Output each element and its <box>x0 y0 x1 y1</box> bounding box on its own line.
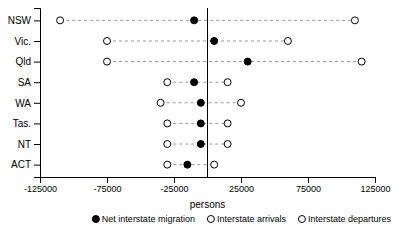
x-tick-mark <box>107 177 108 183</box>
x-tick-mark <box>174 177 175 183</box>
x-tick: -75000 <box>93 177 121 194</box>
legend-marker <box>207 216 214 223</box>
plot: -125000 -75000 -25000 25000 75000 125000 NSW Vi… <box>8 8 391 210</box>
y-tick-mark <box>34 103 40 104</box>
x-tick-label: -125000 <box>24 184 57 194</box>
y-tick: WA <box>15 98 40 109</box>
y-tick-label: SA <box>18 77 32 88</box>
y-tick-mark <box>34 144 40 145</box>
x-axis-title: persons <box>190 199 226 210</box>
y-tick: ACT <box>11 159 40 170</box>
legend: Net interstate migration Interstate arriv… <box>92 214 391 224</box>
y-tick-mark <box>34 82 40 83</box>
dot <box>164 141 171 148</box>
dot <box>211 37 218 44</box>
y-tick: NSW <box>8 15 40 26</box>
legend-item: Interstate arrivals <box>207 214 286 224</box>
series <box>184 17 251 168</box>
dot <box>164 161 171 168</box>
dot <box>284 37 291 44</box>
range-line <box>107 61 362 62</box>
y-tick: SA <box>18 77 40 88</box>
y-tick-mark <box>34 41 40 42</box>
dot <box>157 99 164 106</box>
y-tick: Vic. <box>15 36 41 47</box>
dot <box>224 141 231 148</box>
y-tick-label: NSW <box>8 15 32 26</box>
y-tick: NT <box>18 139 40 150</box>
y-tick-label: Vic. <box>15 36 32 47</box>
dot <box>191 79 198 86</box>
dot <box>57 17 64 24</box>
x-tick-label: -75000 <box>93 184 121 194</box>
legend-marker <box>92 216 99 223</box>
x-tick-label: 75000 <box>296 184 321 194</box>
series <box>211 17 365 168</box>
legend-marker <box>298 216 305 223</box>
y-tick-mark <box>34 165 40 166</box>
dot <box>164 120 171 127</box>
legend-label: Interstate departures <box>308 214 392 224</box>
y-axis: NSW Vic. Qld SA WA Tas. NT ACT <box>8 9 41 178</box>
dot <box>244 58 251 65</box>
x-tick-label: 125000 <box>360 184 390 194</box>
reference-line <box>207 8 208 177</box>
chart: -125000 -75000 -25000 25000 75000 125000 NSW Vi… <box>0 0 397 227</box>
x-tick: 125000 <box>360 177 390 194</box>
x-tick: 75000 <box>296 177 321 194</box>
dot <box>224 79 231 86</box>
dot <box>211 161 218 168</box>
y-tick-label: ACT <box>11 159 31 170</box>
y-tick-mark <box>34 20 40 21</box>
y-tick-label: Tas. <box>13 118 31 129</box>
dot <box>358 58 365 65</box>
legend-item: Net interstate migration <box>92 214 195 224</box>
range-line <box>107 40 288 41</box>
y-tick-mark <box>34 62 40 63</box>
dot <box>238 99 245 106</box>
dot <box>104 37 111 44</box>
x-tick: -125000 <box>24 177 57 194</box>
dot <box>351 17 358 24</box>
dot <box>197 99 204 106</box>
dot <box>224 120 231 127</box>
x-tick-mark <box>308 177 309 183</box>
x-axis: -125000 -75000 -25000 25000 75000 125000 <box>24 177 391 194</box>
legend-item: Interstate departures <box>298 214 391 224</box>
y-axis-line <box>34 9 41 178</box>
y-tick: Qld <box>15 56 40 67</box>
x-tick: -25000 <box>160 177 188 194</box>
x-tick-label: 25000 <box>229 184 254 194</box>
x-tick-mark <box>375 177 376 183</box>
marks <box>57 8 366 177</box>
legend-label: Interstate arrivals <box>217 214 287 224</box>
y-tick-label: Qld <box>15 56 31 67</box>
y-tick: Tas. <box>13 118 40 129</box>
x-tick: 25000 <box>229 177 254 194</box>
legend-label: Net interstate migration <box>102 214 195 224</box>
x-tick-label: -25000 <box>160 184 188 194</box>
y-tick-label: WA <box>15 98 31 109</box>
x-axis-line <box>41 178 376 184</box>
dot <box>104 58 111 65</box>
x-tick-mark <box>241 177 242 183</box>
dot <box>191 17 198 24</box>
dot <box>184 161 191 168</box>
y-tick-label: NT <box>18 139 31 150</box>
series <box>57 17 171 168</box>
dot <box>164 79 171 86</box>
dot <box>197 141 204 148</box>
y-tick-mark <box>34 123 40 124</box>
dot <box>197 120 204 127</box>
